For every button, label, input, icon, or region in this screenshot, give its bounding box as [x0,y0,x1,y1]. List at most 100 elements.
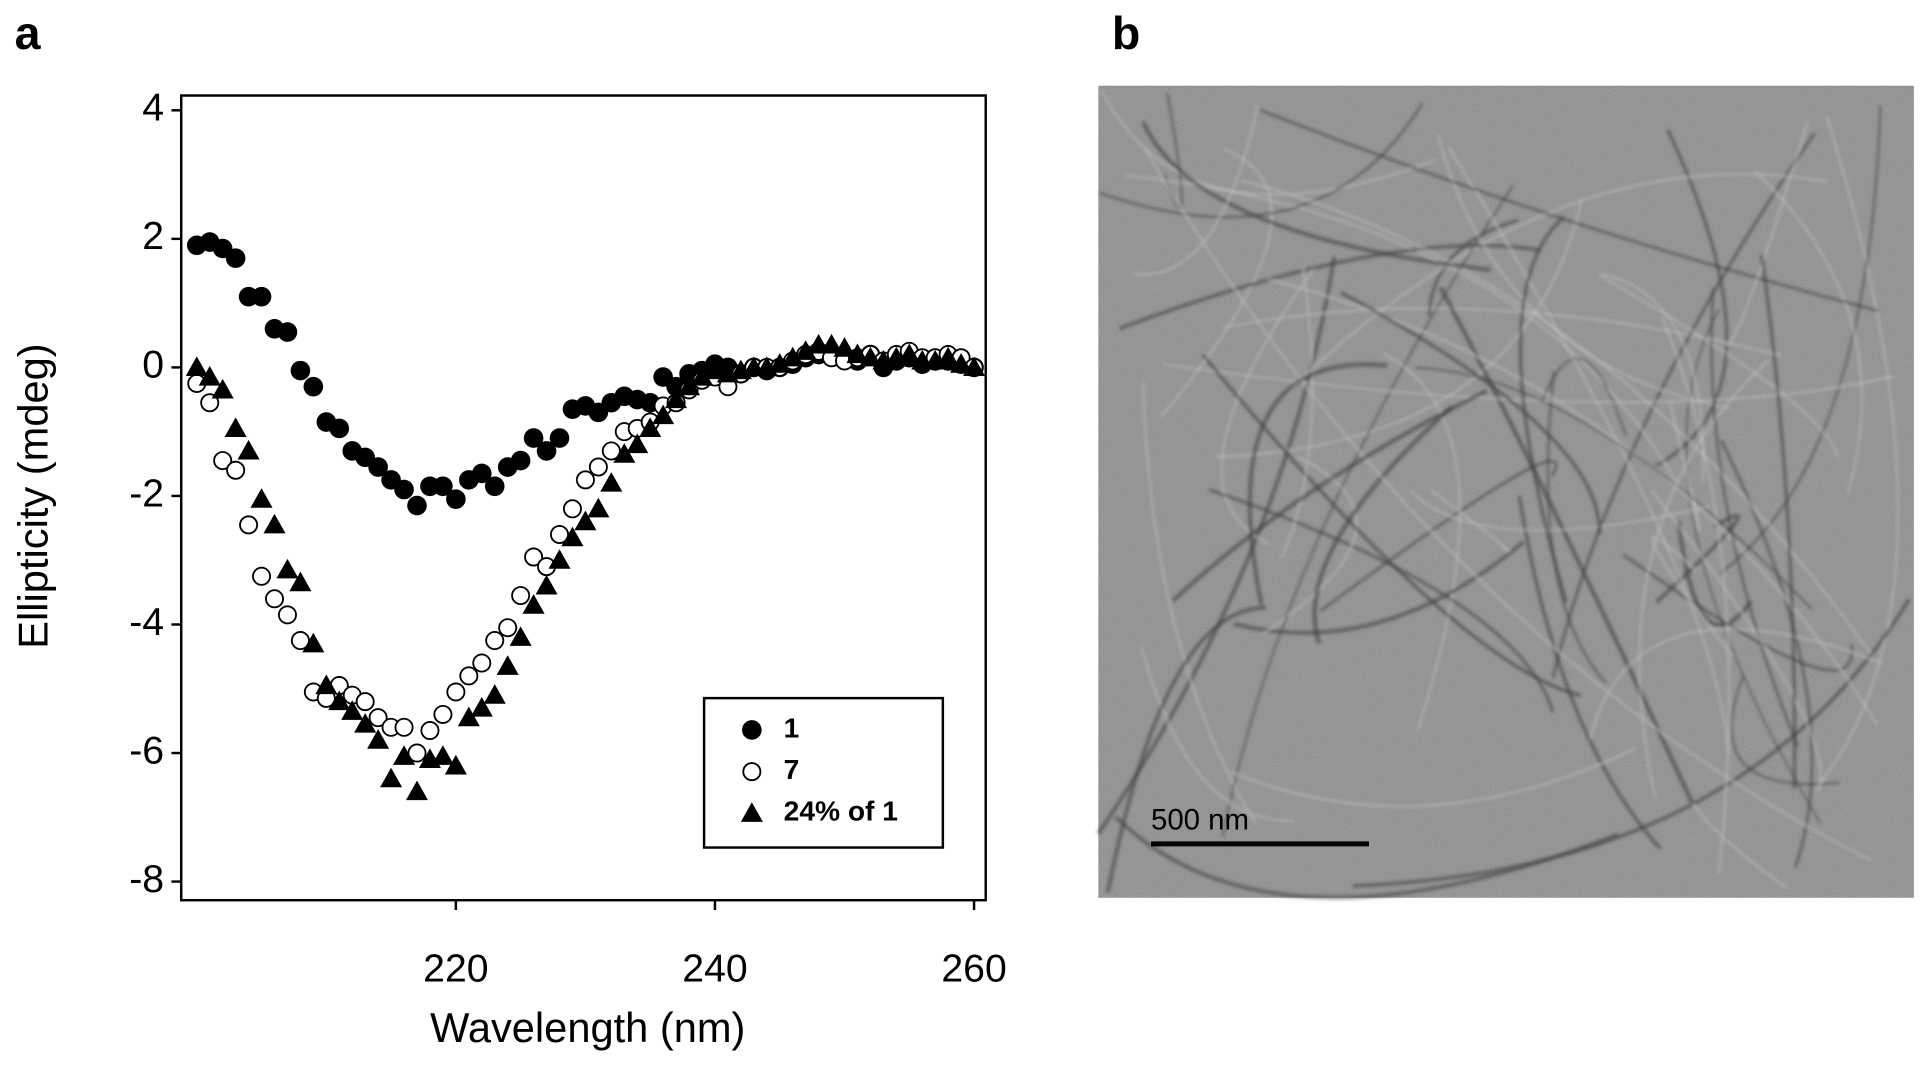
data-point [846,343,869,364]
y-tick-label: 2 [142,215,164,258]
data-point [433,704,453,724]
y-tick-label: 4 [142,87,164,130]
data-point [394,479,414,500]
fiber [1720,439,1814,868]
data-point [224,417,247,438]
fiber [1551,132,1816,679]
data-point [446,682,466,702]
data-point [263,513,286,534]
fiber [1638,359,1770,799]
fiber [1140,646,1294,822]
fiber [1447,146,1730,754]
data-point [213,451,233,471]
data-point [768,353,791,373]
fiber [1710,287,1799,747]
data-point [665,388,688,409]
panel-label: b [1112,7,1140,59]
data-point [302,632,325,653]
data-point [303,376,324,397]
fiber [1427,218,1519,317]
micrograph: 500 nm [1096,85,1914,900]
scale-bar-label: 500 nm [1151,804,1249,837]
data-point [315,674,338,695]
plot-frame [180,94,987,902]
legend-label: 24% of 1 [784,796,898,827]
fiber [1231,747,1636,807]
fiber [1759,253,1797,789]
data-point [510,450,531,471]
fiber [1281,266,1313,558]
fiber [1319,459,1558,612]
data-point [459,666,479,686]
data-point [549,428,570,448]
fiber [1222,307,1782,357]
fiber [1247,362,1388,606]
fiber [1429,488,1511,552]
fiber [1541,357,1627,437]
legend-label: 1 [784,712,800,743]
data-point [198,366,221,386]
data-point [678,375,701,396]
data-point [833,337,856,357]
data-point [444,754,467,775]
y-axis-label: Ellipticity (mdeg) [10,343,57,648]
fiber [1818,115,1899,786]
fiber [1259,108,1879,313]
data-point [523,428,544,448]
data-point [237,439,260,460]
data-point [639,417,662,438]
data-point [290,360,311,381]
y-tick-label: -2 [129,472,164,515]
data-point [626,433,649,454]
fiber [1438,286,1694,804]
data-point [498,618,518,638]
panel-label: a [15,7,42,59]
fiber [1754,170,1863,493]
data-point [575,470,595,490]
fiber [1730,675,1839,786]
fiber [1171,388,1488,603]
x-tick-label: 220 [423,948,488,991]
data-point [329,418,350,439]
data-point [251,286,272,307]
data-point [950,353,973,373]
fiber [1518,215,1568,603]
data-point [484,476,505,497]
fiber [1598,274,1839,458]
data-point [794,340,817,360]
data-point [472,653,492,673]
data-point [535,574,558,595]
fiber [1143,147,1873,862]
data-point [937,346,960,367]
data-point [587,497,610,518]
data-point [471,463,492,484]
data-point [820,333,843,354]
data-point [367,729,390,749]
fiber [1415,366,1813,610]
data-point [277,605,297,625]
data-point [433,476,453,497]
data-point [185,356,208,376]
fiber [1101,90,1436,196]
fiber [1221,184,1515,838]
fiber [1141,120,1491,273]
data-point [898,343,921,364]
y-tick-label: -8 [129,858,164,901]
fiber [1289,173,1828,390]
data-point [250,488,273,508]
data-point [781,346,804,367]
fiber [1589,628,1884,738]
data-point [574,510,597,531]
fiber [1262,455,1358,635]
data-point [446,489,466,509]
data-point [548,549,571,569]
fiber [1233,540,1526,635]
data-point [457,706,480,727]
data-point [289,571,312,592]
fiber [1208,488,1555,713]
micrograph-texture [1098,85,1914,898]
data-point [276,558,299,579]
fiber [1692,803,1788,889]
fiber [1312,404,1454,644]
